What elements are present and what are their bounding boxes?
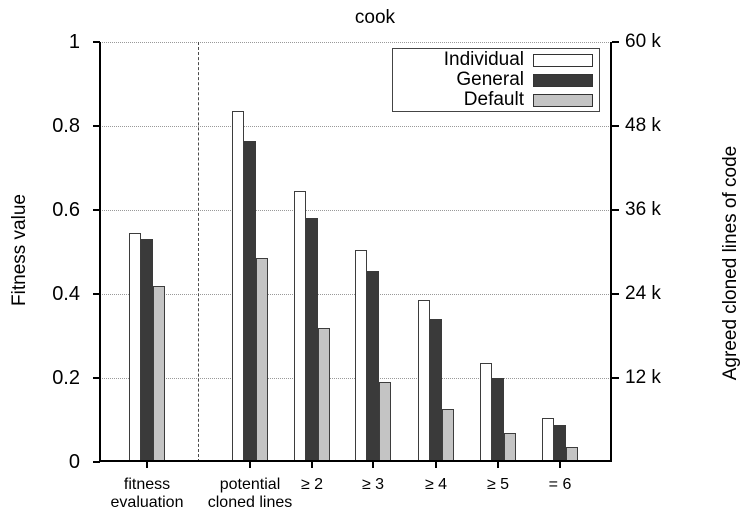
- gridline-y-0.6: [100, 210, 611, 211]
- left-axis-tick-0.4: [93, 293, 100, 295]
- left-tick-label-0.2: 0.2: [52, 367, 80, 389]
- bar-individual-7: [542, 418, 554, 462]
- x-category-label-line: ≥ 3: [361, 476, 385, 493]
- bar-individual-1: [129, 233, 141, 462]
- bar-default-4: [379, 382, 391, 462]
- x-category-label-1: fitness evaluation: [77, 476, 217, 512]
- left-axis-tick-0.8: [93, 125, 100, 127]
- x-axis-tick-7: [559, 462, 561, 468]
- right-axis-tick-60 k: [612, 41, 619, 43]
- right-tick-label-48 k: 48 k: [625, 115, 661, 136]
- bar-individual-4: [355, 250, 367, 462]
- bottom-axis-line: [99, 460, 612, 462]
- left-axis-tick-0.2: [93, 377, 100, 379]
- legend-swatch-individual: [533, 53, 593, 67]
- bar-individual-5: [418, 300, 430, 462]
- bar-individual-6: [480, 363, 492, 462]
- bar-individual-3: [294, 191, 306, 462]
- x-category-label-line: ≥ 2: [300, 476, 324, 493]
- x-axis-tick-2: [249, 462, 251, 468]
- x-category-label-line: ≥ 5: [486, 476, 510, 493]
- x-axis-tick-1: [146, 462, 148, 468]
- legend-item-default: Default: [393, 90, 599, 110]
- legend-label-default: Default: [463, 89, 524, 110]
- right-axis-tick-36 k: [612, 209, 619, 211]
- x-category-label-2: potential cloned lines: [180, 476, 320, 512]
- left-axis-tick-0.6: [93, 209, 100, 211]
- x-axis-tick-4: [372, 462, 374, 468]
- right-axis-tick-12 k: [612, 377, 619, 379]
- x-axis-tick-6: [497, 462, 499, 468]
- left-axis-tick-0: [93, 461, 100, 463]
- legend-item-general: General: [393, 70, 599, 90]
- left-axis-line: [99, 42, 101, 462]
- x-category-label-3: ≥ 2: [242, 476, 382, 494]
- legend-label-individual: Individual: [443, 49, 524, 70]
- legend: Individual General Default: [392, 48, 600, 112]
- left-tick-label-0.8: 0.8: [52, 115, 80, 137]
- x-axis-tick-3: [311, 462, 313, 468]
- x-category-label-line: cloned lines: [207, 494, 293, 511]
- left-axis-tick-1: [93, 41, 100, 43]
- right-axis-tick-48 k: [612, 125, 619, 127]
- x-category-label-6: ≥ 5: [428, 476, 568, 494]
- bar-general-3: [306, 218, 318, 462]
- gridline-y-0.8: [100, 126, 611, 127]
- bar-default-6: [504, 433, 516, 462]
- x-category-label-line: = 6: [548, 476, 572, 493]
- chart-title: cook: [354, 7, 396, 28]
- right-axis-label: Agreed cloned lines of code: [720, 145, 741, 381]
- right-tick-label-36 k: 36 k: [625, 199, 661, 220]
- bar-general-1: [141, 239, 153, 462]
- bar-general-5: [430, 319, 442, 462]
- x-category-label-5: ≥ 4: [366, 476, 506, 494]
- legend-label-general: General: [456, 69, 524, 90]
- right-axis-line: [610, 42, 612, 462]
- bar-general-6: [492, 378, 504, 462]
- bar-individual-2: [232, 111, 244, 462]
- bar-general-7: [554, 425, 566, 462]
- x-category-label-line: fitness: [123, 476, 171, 493]
- left-tick-label-1: 1: [68, 31, 80, 53]
- x-category-label-line: evaluation: [110, 494, 184, 511]
- x-category-label-line: potential: [219, 476, 281, 493]
- left-tick-label-0.4: 0.4: [52, 283, 80, 305]
- category-separator-line: [198, 42, 199, 462]
- legend-item-individual: Individual: [393, 50, 599, 70]
- right-tick-label-12 k: 12 k: [625, 367, 661, 388]
- left-tick-label-0.6: 0.6: [52, 199, 80, 221]
- bar-default-2: [256, 258, 268, 462]
- bar-default-1: [153, 286, 165, 462]
- bar-default-3: [318, 328, 330, 462]
- x-category-label-line: ≥ 4: [424, 476, 448, 493]
- legend-swatch-default: [533, 93, 593, 107]
- plot-area: [100, 42, 611, 462]
- x-category-label-4: ≥ 3: [303, 476, 443, 494]
- x-category-label-7: = 6: [490, 476, 630, 494]
- bar-general-2: [244, 141, 256, 462]
- bar-general-4: [367, 271, 379, 462]
- gridline-y-1: [100, 42, 611, 43]
- right-tick-label-60 k: 60 k: [625, 31, 661, 52]
- legend-swatch-general: [533, 73, 593, 87]
- right-tick-label-24 k: 24 k: [625, 283, 661, 304]
- bar-default-5: [442, 409, 454, 462]
- right-axis-tick-24 k: [612, 293, 619, 295]
- x-axis-tick-5: [435, 462, 437, 468]
- left-tick-label-0: 0: [68, 451, 80, 473]
